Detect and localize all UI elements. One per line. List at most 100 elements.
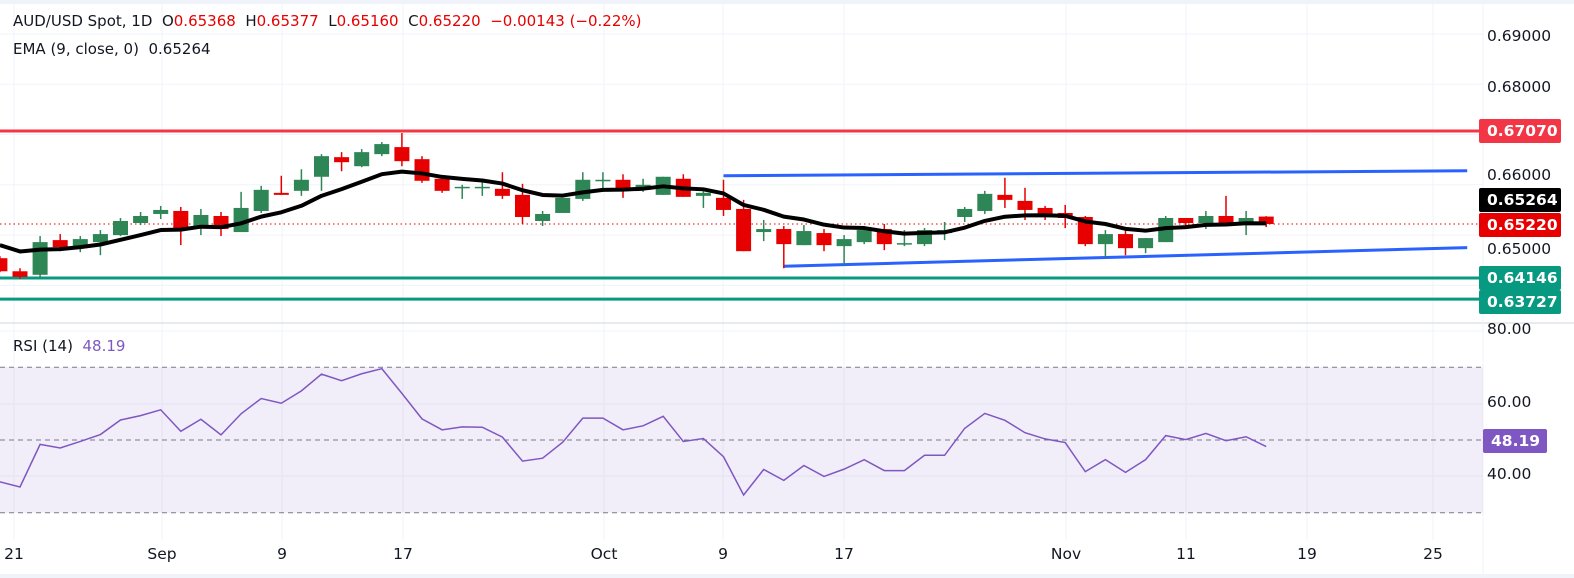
candle-body xyxy=(515,194,530,217)
candle xyxy=(354,149,370,168)
candle-body xyxy=(1258,216,1274,225)
candle-body xyxy=(314,156,329,177)
symbol-legend: AUD/USD Spot, 1D O0.65368 H0.65377 L0.65… xyxy=(13,12,642,30)
rsi-value: 48.19 xyxy=(82,337,126,355)
candle xyxy=(957,206,973,223)
candle-body xyxy=(1118,234,1133,249)
candle xyxy=(836,235,852,266)
time-tick: 17 xyxy=(393,545,413,563)
candle-body xyxy=(32,242,48,275)
time-tick: Sep xyxy=(147,545,177,563)
candle-body xyxy=(1037,207,1053,215)
high-label: H xyxy=(245,12,257,30)
time-tick: 25 xyxy=(1423,545,1443,563)
time-tick: 11 xyxy=(1176,545,1196,563)
candle-body xyxy=(736,208,752,252)
candle-body xyxy=(193,214,209,228)
candle xyxy=(796,225,812,246)
candle-body xyxy=(374,144,390,155)
candle xyxy=(555,197,571,213)
candle-body xyxy=(756,229,772,233)
rsi-label: RSI (14) xyxy=(13,337,73,355)
channel-upper-trendline xyxy=(723,169,1468,178)
candle xyxy=(776,226,792,269)
candle-body xyxy=(535,213,551,222)
candle xyxy=(1138,238,1154,254)
candle-body xyxy=(776,229,792,245)
candle-body xyxy=(575,179,591,199)
candle xyxy=(293,169,309,196)
candle-body xyxy=(615,179,631,189)
time-tick: Oct xyxy=(590,545,618,563)
low-value: 0.65160 xyxy=(336,12,399,30)
candle-body xyxy=(1178,217,1194,224)
time-tick: 19 xyxy=(1297,545,1317,563)
candle-body xyxy=(354,152,370,167)
candle-body xyxy=(595,179,611,182)
rsi-tick: 60.00 xyxy=(1487,393,1532,411)
candle xyxy=(253,185,269,213)
candle-body xyxy=(856,230,872,243)
candle-body xyxy=(716,197,731,210)
candle xyxy=(736,199,752,252)
candle-body xyxy=(977,193,993,211)
candle-body xyxy=(474,186,490,189)
low-label: L xyxy=(328,12,337,30)
high-value: 0.65377 xyxy=(256,12,319,30)
candle xyxy=(153,205,169,219)
candle-body xyxy=(173,210,189,229)
candle-body xyxy=(796,231,812,246)
candle xyxy=(113,217,128,237)
support1-price-badge: 0.64146 xyxy=(1479,266,1561,290)
candle xyxy=(414,156,430,183)
ema-line xyxy=(0,169,1267,254)
candle xyxy=(977,190,993,214)
open-label: O xyxy=(161,12,174,30)
candle xyxy=(1218,195,1234,226)
candle xyxy=(334,152,350,172)
candle-body xyxy=(72,239,88,249)
candle xyxy=(615,174,631,198)
candle-body xyxy=(957,208,973,217)
candle-body xyxy=(153,209,169,214)
candle-body xyxy=(896,243,912,245)
candle-body xyxy=(1198,215,1214,224)
symbol-name: AUD/USD Spot, 1D xyxy=(13,12,153,30)
candle xyxy=(1037,205,1053,220)
top-border xyxy=(0,0,1574,4)
candle xyxy=(12,268,28,279)
candle-body xyxy=(1218,215,1234,224)
candle-body xyxy=(293,179,309,191)
ema-price-badge: 0.65264 xyxy=(1479,188,1561,212)
candle-body xyxy=(434,178,450,191)
last-price-badge: 0.65220 xyxy=(1479,213,1561,237)
price-tick: 0.69000 xyxy=(1487,27,1552,45)
candle xyxy=(716,179,731,216)
candle xyxy=(173,206,189,246)
ema-label: EMA (9, close, 0) xyxy=(13,40,139,58)
candle xyxy=(0,256,8,273)
candle xyxy=(193,208,209,236)
candle-body xyxy=(133,215,149,224)
resistance-price-badge: 0.67070 xyxy=(1479,119,1561,143)
candle xyxy=(273,175,289,195)
rsi-line xyxy=(0,367,1267,497)
support2-price-badge: 0.63727 xyxy=(1479,290,1561,314)
time-tick: 9 xyxy=(718,545,728,563)
candle-body xyxy=(92,234,108,243)
candle xyxy=(917,228,932,247)
candle xyxy=(133,211,149,226)
candle-body xyxy=(113,221,128,236)
candle xyxy=(374,142,390,157)
candle-body xyxy=(1097,234,1113,245)
close-label: C xyxy=(408,12,419,30)
candle xyxy=(816,229,832,252)
candle-body xyxy=(1017,200,1033,210)
candle-body xyxy=(454,186,470,189)
candle-body xyxy=(0,258,8,272)
candle-body xyxy=(1238,217,1254,224)
candle xyxy=(1118,227,1133,256)
bottom-border xyxy=(0,574,1574,578)
candle-body xyxy=(273,192,289,195)
